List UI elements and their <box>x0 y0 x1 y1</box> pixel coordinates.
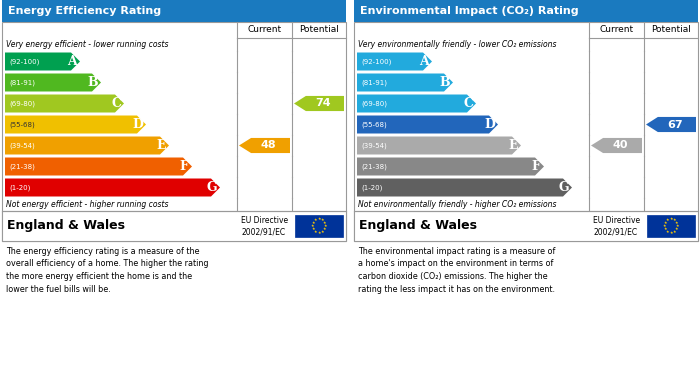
Text: C: C <box>111 97 121 110</box>
Text: 74: 74 <box>315 99 330 108</box>
Text: B: B <box>440 76 450 89</box>
Text: 67: 67 <box>667 120 682 129</box>
Polygon shape <box>646 117 696 132</box>
Text: ★: ★ <box>666 218 669 222</box>
Text: G: G <box>559 181 569 194</box>
Text: ★: ★ <box>321 230 324 234</box>
Polygon shape <box>239 138 290 153</box>
Text: ★: ★ <box>676 224 679 228</box>
Text: EU Directive
2002/91/EC: EU Directive 2002/91/EC <box>593 215 640 237</box>
Text: F: F <box>180 160 188 173</box>
Text: England & Wales: England & Wales <box>359 219 477 233</box>
Text: (1-20): (1-20) <box>9 184 30 191</box>
Text: ★: ★ <box>669 231 673 235</box>
Text: G: G <box>206 181 217 194</box>
Text: ★: ★ <box>321 218 324 222</box>
Text: ★: ★ <box>664 221 667 225</box>
Text: D: D <box>132 118 144 131</box>
Text: England & Wales: England & Wales <box>7 219 125 233</box>
Text: (21-38): (21-38) <box>9 163 35 170</box>
Text: F: F <box>531 160 540 173</box>
Text: Current: Current <box>247 25 281 34</box>
Text: (39-54): (39-54) <box>9 142 35 149</box>
Text: (1-20): (1-20) <box>361 184 382 191</box>
Bar <box>354 0 698 22</box>
Text: ★: ★ <box>666 230 669 234</box>
Text: ★: ★ <box>317 217 321 221</box>
Text: Energy Efficiency Rating: Energy Efficiency Rating <box>8 6 161 16</box>
Text: ★: ★ <box>673 218 676 222</box>
Polygon shape <box>5 95 124 113</box>
Text: 40: 40 <box>612 140 628 151</box>
Polygon shape <box>5 136 169 154</box>
Text: ★: ★ <box>314 218 317 222</box>
Polygon shape <box>357 115 498 133</box>
Polygon shape <box>357 52 432 70</box>
Text: (21-38): (21-38) <box>361 163 387 170</box>
Polygon shape <box>5 74 101 91</box>
Text: (92-100): (92-100) <box>361 58 391 65</box>
Text: A: A <box>419 55 429 68</box>
Text: (55-68): (55-68) <box>9 121 35 128</box>
Bar <box>2 22 346 241</box>
Text: ★: ★ <box>673 230 676 234</box>
Bar <box>647 215 695 237</box>
Text: 48: 48 <box>260 140 276 151</box>
Text: ★: ★ <box>675 221 678 225</box>
Text: Current: Current <box>599 25 634 34</box>
Polygon shape <box>5 158 192 176</box>
Text: ★: ★ <box>314 230 317 234</box>
Text: ★: ★ <box>669 217 673 221</box>
Polygon shape <box>5 179 220 197</box>
Text: Potential: Potential <box>299 25 339 34</box>
Text: ★: ★ <box>311 224 314 228</box>
Text: ★: ★ <box>324 224 328 228</box>
Text: (69-80): (69-80) <box>361 100 387 107</box>
Text: (39-54): (39-54) <box>361 142 386 149</box>
Polygon shape <box>357 74 453 91</box>
Text: (81-91): (81-91) <box>361 79 387 86</box>
Bar <box>2 0 346 22</box>
Text: E: E <box>156 139 166 152</box>
Polygon shape <box>591 138 642 153</box>
Text: (69-80): (69-80) <box>9 100 35 107</box>
Text: E: E <box>508 139 518 152</box>
Text: ★: ★ <box>675 227 678 231</box>
Polygon shape <box>294 96 344 111</box>
Text: A: A <box>67 55 77 68</box>
Text: C: C <box>463 97 473 110</box>
Bar <box>2 211 346 241</box>
Text: Not environmentally friendly - higher CO₂ emissions: Not environmentally friendly - higher CO… <box>358 200 556 209</box>
Text: ★: ★ <box>312 227 315 231</box>
Polygon shape <box>357 136 521 154</box>
Text: Very energy efficient - lower running costs: Very energy efficient - lower running co… <box>6 40 169 49</box>
Text: Environmental Impact (CO₂) Rating: Environmental Impact (CO₂) Rating <box>360 6 579 16</box>
Text: (92-100): (92-100) <box>9 58 39 65</box>
Text: (81-91): (81-91) <box>9 79 35 86</box>
Text: EU Directive
2002/91/EC: EU Directive 2002/91/EC <box>241 215 288 237</box>
Text: (55-68): (55-68) <box>361 121 386 128</box>
Text: Very environmentally friendly - lower CO₂ emissions: Very environmentally friendly - lower CO… <box>358 40 556 49</box>
Polygon shape <box>357 179 572 197</box>
Text: ★: ★ <box>323 227 326 231</box>
Bar <box>295 215 343 237</box>
Text: ★: ★ <box>663 224 666 228</box>
Text: The energy efficiency rating is a measure of the
overall efficiency of a home. T: The energy efficiency rating is a measur… <box>6 247 209 294</box>
Polygon shape <box>5 52 80 70</box>
Text: ★: ★ <box>312 221 315 225</box>
Polygon shape <box>357 95 476 113</box>
Text: The environmental impact rating is a measure of
a home's impact on the environme: The environmental impact rating is a mea… <box>358 247 555 294</box>
Text: D: D <box>484 118 496 131</box>
Text: ★: ★ <box>664 227 667 231</box>
Bar <box>354 22 698 241</box>
Polygon shape <box>5 115 146 133</box>
Text: Potential: Potential <box>651 25 691 34</box>
Text: B: B <box>88 76 98 89</box>
Text: ★: ★ <box>317 231 321 235</box>
Bar <box>354 211 698 241</box>
Text: Not energy efficient - higher running costs: Not energy efficient - higher running co… <box>6 200 169 209</box>
Text: ★: ★ <box>323 221 326 225</box>
Polygon shape <box>357 158 544 176</box>
